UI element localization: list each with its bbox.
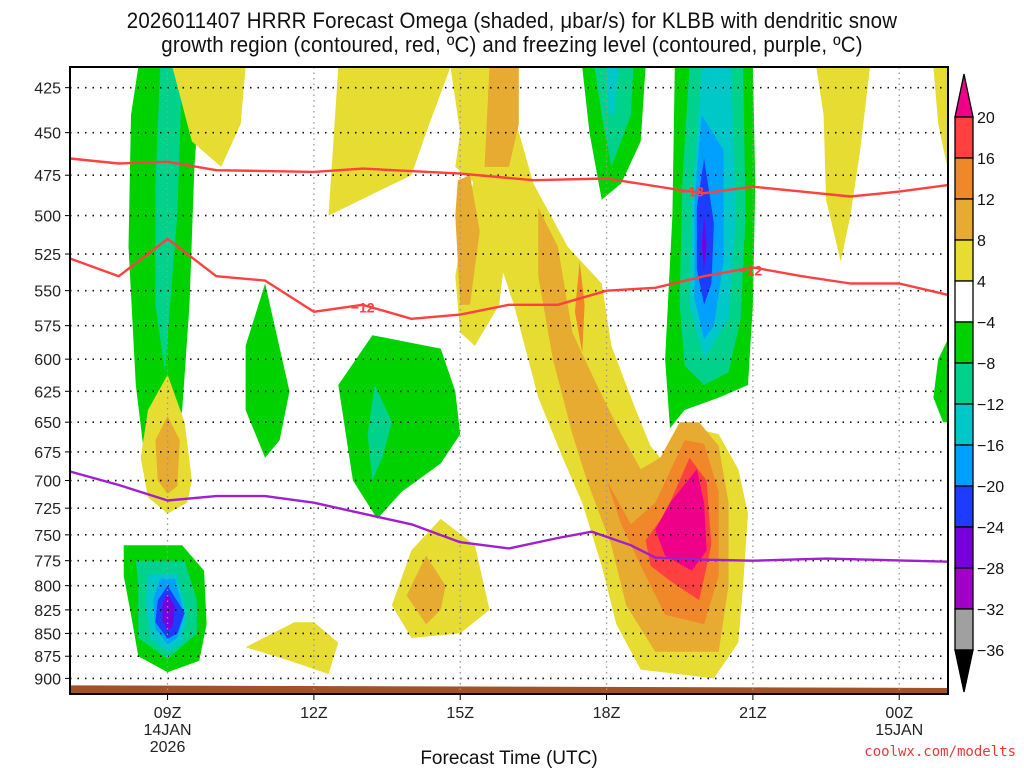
x-axis-label: Forecast Time (UTC) xyxy=(420,748,597,768)
omega-region-32 xyxy=(701,215,707,269)
colorbar-label: −28 xyxy=(977,561,1004,578)
omega-region-38 xyxy=(933,339,948,423)
contour-label: −18 xyxy=(680,184,704,200)
y-tick-label: 500 xyxy=(34,209,61,226)
colorbar-label: −12 xyxy=(977,397,1004,414)
terrain-layer xyxy=(70,685,948,694)
x-tick-label: 14JAN xyxy=(144,722,192,739)
x-tick-label: 21Z xyxy=(739,705,767,722)
x-tick-label: 09Z xyxy=(154,705,182,722)
y-tick-label: 425 xyxy=(34,81,61,98)
colorbar-segment xyxy=(954,567,974,610)
dendritic-top-contour xyxy=(70,157,948,198)
colorbar-segment xyxy=(954,239,974,282)
omega-region-26 xyxy=(655,469,707,571)
dendritic-bottom-contour xyxy=(70,237,948,320)
colorbar-label: 16 xyxy=(977,151,995,168)
omega-region-23 xyxy=(574,261,585,353)
colorbar-segment xyxy=(954,198,974,241)
contour-labels: −12 −18 −12 xyxy=(351,184,763,316)
colorbar-bottom-arrow xyxy=(954,649,974,693)
contour-label: −12 xyxy=(739,262,763,278)
x-tick-label: 18Z xyxy=(593,705,621,722)
colorbar-segment xyxy=(954,157,974,200)
omega-region-37 xyxy=(933,67,948,171)
y-tick-label: 475 xyxy=(34,168,61,185)
omega-region-16 xyxy=(406,555,446,625)
omega-region-13 xyxy=(338,335,461,519)
colorbar-segment xyxy=(954,362,974,405)
plot-frame xyxy=(69,66,949,695)
contour-label: −12 xyxy=(351,300,375,316)
y-tick-label: 675 xyxy=(34,445,61,462)
omega-region-10 xyxy=(162,593,175,632)
y-tick-label: 900 xyxy=(34,671,61,688)
y-tick-label: 875 xyxy=(34,649,61,666)
colorbar-label: −4 xyxy=(977,315,995,332)
colorbar: 20 16 12 8 4 −4 −8 −12 −16 −20 −24 −28 −32 −36 xyxy=(954,73,1004,693)
omega-region-4 xyxy=(155,416,180,494)
y-tick-label: 700 xyxy=(34,474,61,491)
colorbar-segment xyxy=(954,526,974,569)
chart-title-line-1: 2026011407 HRRR Forecast Omega (shaded, … xyxy=(126,8,898,33)
x-tick-label: 12Z xyxy=(300,705,328,722)
y-tick-label: 575 xyxy=(34,319,61,336)
grid-lines xyxy=(70,67,948,694)
x-tick-label: 00Z xyxy=(885,705,913,722)
colorbar-label: −8 xyxy=(977,356,995,373)
y-axis: 425 450 475 500 525 550 575 600 625 650 675 700 725 7… xyxy=(34,81,70,688)
colorbar-label: −16 xyxy=(977,438,1004,455)
y-tick-label: 800 xyxy=(34,579,61,596)
omega-shading xyxy=(123,67,948,679)
colorbar-segment xyxy=(954,444,974,487)
omega-region-1 xyxy=(155,67,183,373)
omega-region-17 xyxy=(245,622,339,674)
colorbar-segment xyxy=(954,403,974,446)
colorbar-label: −20 xyxy=(977,479,1004,496)
omega-region-2 xyxy=(172,67,246,167)
omega-region-14 xyxy=(367,385,392,481)
colorbar-segment xyxy=(954,116,974,159)
colorbar-segment xyxy=(954,608,974,651)
omega-region-11 xyxy=(245,283,290,458)
y-tick-label: 525 xyxy=(34,247,61,264)
colorbar-top-arrow xyxy=(954,73,974,118)
colorbar-segment xyxy=(954,321,974,364)
y-tick-label: 550 xyxy=(34,284,61,301)
terrain-ground xyxy=(70,685,948,694)
colorbar-label: 12 xyxy=(977,192,995,209)
x-tick-label: 2026 xyxy=(150,739,186,756)
x-tick-label: 15JAN xyxy=(875,722,923,739)
omega-region-21 xyxy=(455,175,480,305)
colorbar-label: 20 xyxy=(977,110,995,127)
y-tick-label: 850 xyxy=(34,626,61,643)
credit-link[interactable]: coolwx.com/modelts xyxy=(864,744,1016,760)
y-tick-label: 725 xyxy=(34,501,61,518)
y-tick-label: 450 xyxy=(34,126,61,143)
freezing-level-contour xyxy=(70,470,948,563)
omega-region-12 xyxy=(328,67,451,216)
colorbar-segment xyxy=(954,485,974,528)
omega-region-35 xyxy=(606,67,619,115)
colorbar-segment xyxy=(954,280,974,323)
colorbar-label: 4 xyxy=(977,274,986,291)
omega-region-36 xyxy=(816,67,870,262)
omega-region-34 xyxy=(594,67,634,167)
y-tick-label: 600 xyxy=(34,352,61,369)
colorbar-label: −24 xyxy=(977,520,1004,537)
colorbar-label: −32 xyxy=(977,602,1004,619)
y-tick-label: 650 xyxy=(34,415,61,432)
colorbar-label: 8 xyxy=(977,233,986,250)
y-tick-label: 625 xyxy=(34,384,61,401)
y-tick-label: 825 xyxy=(34,603,61,620)
y-tick-label: 775 xyxy=(34,554,61,571)
x-tick-label: 15Z xyxy=(446,705,474,722)
colorbar-label: −36 xyxy=(977,643,1004,660)
chart-title-line-2: growth region (contoured, red, ºC) and f… xyxy=(161,32,863,57)
y-tick-label: 750 xyxy=(34,528,61,545)
contour-lines xyxy=(70,157,948,563)
omega-region-20 xyxy=(484,67,519,167)
